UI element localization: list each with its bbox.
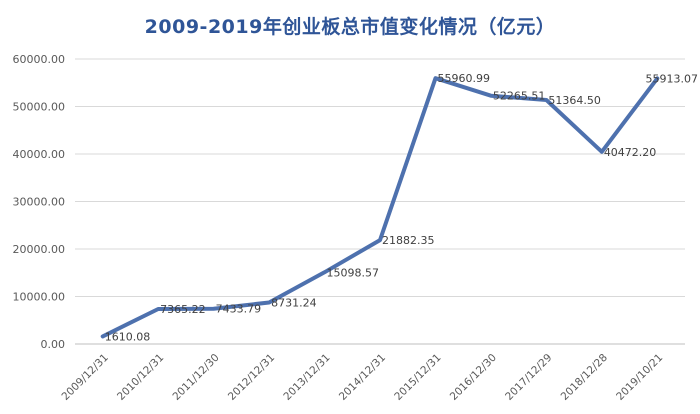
- data-label: 7433.79: [216, 303, 261, 316]
- y-axis-ticks: 0.00 10000.00 20000.00 30000.00 40000.00 5000…: [13, 53, 66, 351]
- x-tick-label: 2015/12/31: [392, 352, 443, 403]
- x-tick-label: 2018/12/28: [559, 352, 610, 403]
- data-label: 8731.24: [271, 297, 317, 310]
- data-label: 21882.35: [382, 234, 435, 247]
- data-label: 40472.20: [604, 146, 657, 159]
- x-tick-label: 2014/12/31: [337, 352, 388, 403]
- data-label: 51364.50: [548, 94, 601, 107]
- y-tick-label: 20000.00: [13, 243, 66, 256]
- x-axis-ticks: 2009/12/31 2010/12/31 2011/12/30 2012/12/31…: [60, 352, 666, 403]
- data-labels: 1610.08 7365.22 7433.79 8731.24 15098.57 2188…: [105, 72, 698, 343]
- data-label: 55960.99: [437, 72, 490, 85]
- data-label: 7365.22: [160, 303, 206, 316]
- y-tick-label: 40000.00: [13, 148, 66, 161]
- x-tick-label: 2009/12/31: [60, 352, 111, 403]
- data-label: 15098.57: [327, 266, 380, 279]
- x-tick-label: 2016/12/30: [448, 352, 499, 403]
- y-tick-label: 30000.00: [13, 196, 66, 209]
- y-tick-label: 50000.00: [13, 101, 66, 114]
- x-tick-label: 2019/10/21: [614, 352, 665, 403]
- series-line-layer: [100, 76, 660, 339]
- gridlines: [75, 58, 685, 345]
- x-tick-label: 2010/12/31: [115, 352, 166, 403]
- data-label: 1610.08: [105, 330, 150, 343]
- data-label: 55913.07: [646, 72, 699, 85]
- x-tick-label: 2013/12/31: [281, 352, 332, 403]
- x-tick-label: 2011/12/30: [170, 352, 221, 403]
- y-tick-label: 0.00: [41, 338, 66, 351]
- y-tick-label: 10000.00: [13, 291, 66, 304]
- data-label: 52265.51: [493, 90, 545, 103]
- series-line: [100, 76, 660, 339]
- chart-title: 2009-2019年创业板总市值变化情况（亿元）: [144, 16, 556, 38]
- y-tick-label: 60000.00: [13, 53, 66, 66]
- x-tick-label: 2017/12/29: [503, 352, 554, 403]
- x-tick-label: 2012/12/31: [226, 352, 277, 403]
